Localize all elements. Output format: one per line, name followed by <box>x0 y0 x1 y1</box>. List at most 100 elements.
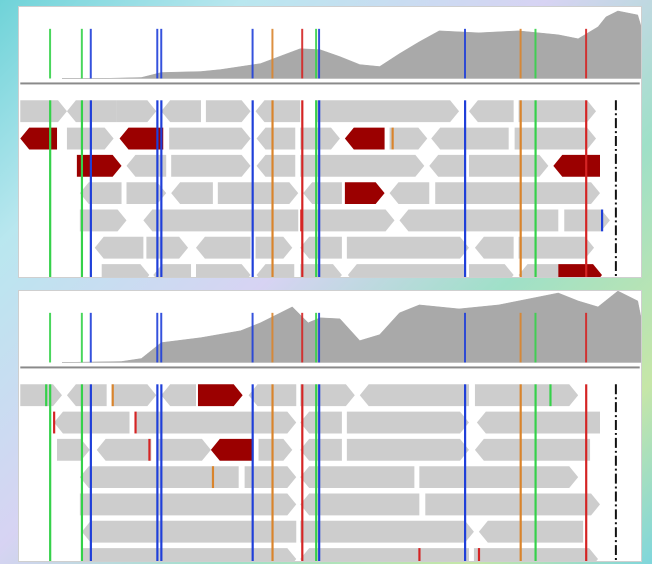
read <box>156 438 211 461</box>
read <box>255 100 301 123</box>
alignment-track-bottom <box>20 291 641 561</box>
coverage-variant-tick <box>464 28 466 79</box>
read-highlighted <box>344 127 385 150</box>
coverage-variant-tick <box>251 28 254 79</box>
variant-column <box>49 384 52 561</box>
coverage-variant-tick <box>251 312 254 363</box>
read-highlighted <box>210 438 254 461</box>
read <box>217 182 299 205</box>
track-separator <box>20 82 640 85</box>
read-highlighted <box>20 127 58 150</box>
read <box>429 154 465 177</box>
variant-column <box>160 384 163 561</box>
read <box>195 264 251 277</box>
coverage-variant-tick <box>160 28 163 79</box>
read <box>205 100 251 123</box>
read <box>256 154 296 177</box>
coverage-histogram <box>61 291 641 363</box>
read <box>389 127 428 150</box>
mismatch-mark <box>45 384 48 407</box>
read <box>315 100 460 123</box>
coverage-variant-tick <box>464 312 466 363</box>
read <box>20 100 67 123</box>
coverage-variant-tick <box>301 312 304 363</box>
variant-column <box>301 384 304 561</box>
read <box>143 209 299 232</box>
variant-column <box>49 100 52 277</box>
mismatch-mark <box>477 548 481 561</box>
read <box>101 264 150 277</box>
read <box>468 154 549 177</box>
read <box>300 236 342 259</box>
read <box>171 154 251 177</box>
read <box>146 236 189 259</box>
variant-column <box>534 100 537 277</box>
read <box>116 100 157 123</box>
coverage-histogram <box>61 10 641 79</box>
read <box>347 264 465 277</box>
read <box>300 411 342 434</box>
variant-column <box>271 100 274 277</box>
coverage-variant-tick <box>89 312 92 363</box>
mismatch-mark <box>300 209 303 232</box>
coverage-variant-tick <box>271 28 274 79</box>
mismatch-mark <box>111 384 114 407</box>
read <box>474 384 579 407</box>
variant-column <box>80 100 84 277</box>
coverage-variant-tick <box>80 28 83 79</box>
coverage-variant-tick <box>156 28 159 79</box>
read <box>346 438 469 461</box>
read-highlighted <box>197 384 243 407</box>
read <box>474 438 591 461</box>
read <box>161 100 201 123</box>
variant-column <box>160 100 163 277</box>
read <box>478 520 584 543</box>
coverage-variant-tick <box>301 28 304 79</box>
read <box>169 127 251 150</box>
read <box>81 520 297 543</box>
track-separator <box>20 366 640 369</box>
variant-column <box>251 100 254 277</box>
read <box>79 493 297 516</box>
coverage-variant-tick <box>49 312 52 363</box>
coverage-variant-tick <box>585 28 588 79</box>
read <box>518 264 559 277</box>
read <box>20 384 62 407</box>
read <box>303 182 342 205</box>
variant-column <box>464 100 467 277</box>
read-highlighted <box>558 264 602 277</box>
alignment-panel-top <box>18 6 642 278</box>
read-highlighted <box>119 127 164 150</box>
read <box>425 493 600 516</box>
variant-column <box>89 384 92 561</box>
coverage-variant-tick <box>89 28 92 79</box>
read <box>171 182 213 205</box>
read <box>79 466 239 489</box>
coverage-variant-tick <box>318 28 321 79</box>
read <box>300 384 355 407</box>
coverage-variant-tick <box>318 312 321 363</box>
coverage-variant-tick <box>519 312 522 363</box>
variant-column <box>271 384 274 561</box>
read <box>111 384 157 407</box>
read-highlighted <box>344 182 385 205</box>
coverage-variant-tick <box>271 312 274 363</box>
read <box>258 438 293 461</box>
alignment-panel-bottom <box>18 290 642 562</box>
coverage-variant-tick <box>315 312 318 363</box>
read <box>300 493 420 516</box>
coverage-variant-tick <box>156 312 159 363</box>
coverage-variant-tick <box>80 312 83 363</box>
variant-column <box>585 384 588 561</box>
read <box>79 182 122 205</box>
read <box>195 236 251 259</box>
mismatch-mark <box>211 466 215 489</box>
read <box>81 548 297 561</box>
read <box>300 466 415 489</box>
variant-column <box>534 384 537 561</box>
read <box>474 236 514 259</box>
read <box>244 466 297 489</box>
read <box>136 411 297 434</box>
read <box>346 236 469 259</box>
variant-column <box>519 384 522 561</box>
